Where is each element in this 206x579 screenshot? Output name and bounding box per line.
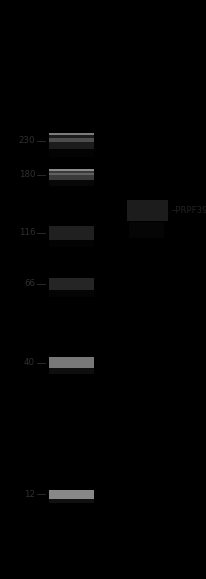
Bar bbox=[49, 133, 94, 149]
Text: 180: 180 bbox=[19, 170, 35, 179]
Bar bbox=[127, 200, 168, 221]
Bar bbox=[49, 277, 94, 290]
Bar bbox=[49, 169, 94, 171]
Bar bbox=[49, 368, 94, 374]
Text: 230: 230 bbox=[19, 137, 35, 145]
Text: 66: 66 bbox=[24, 280, 35, 288]
Bar bbox=[49, 181, 94, 186]
Bar bbox=[49, 169, 94, 181]
Bar bbox=[129, 222, 164, 238]
Bar bbox=[49, 357, 94, 368]
Bar bbox=[49, 490, 94, 499]
Bar bbox=[49, 499, 94, 503]
Text: –PRPF39: –PRPF39 bbox=[172, 206, 206, 215]
Bar bbox=[49, 133, 94, 135]
Bar bbox=[49, 240, 94, 247]
Text: 12: 12 bbox=[24, 490, 35, 499]
Text: 116: 116 bbox=[19, 228, 35, 237]
Bar bbox=[49, 173, 94, 175]
Bar bbox=[49, 226, 94, 240]
Bar bbox=[49, 149, 94, 157]
Text: 40: 40 bbox=[24, 358, 35, 367]
Bar bbox=[49, 138, 94, 142]
Bar bbox=[49, 290, 94, 296]
